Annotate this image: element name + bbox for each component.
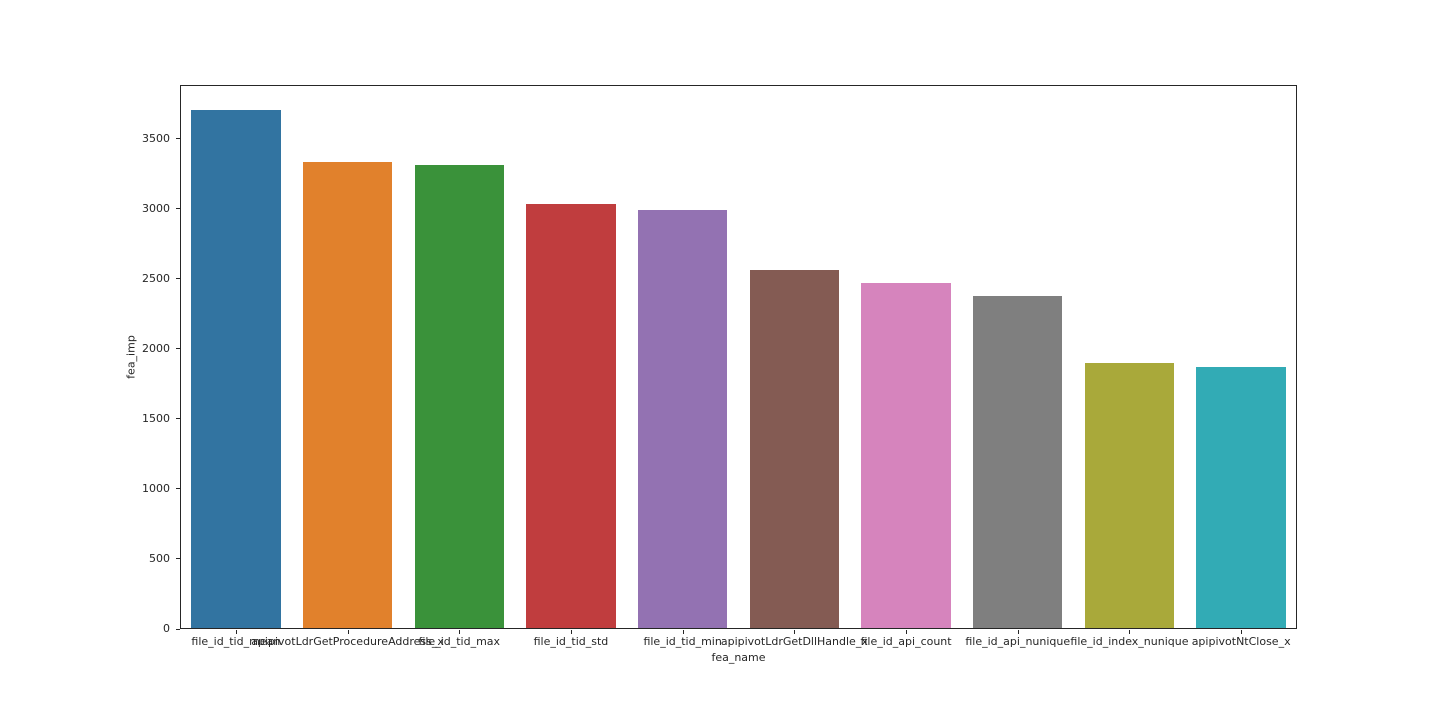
- x-tick-label-file_id_index_nunique: file_id_index_nunique: [1070, 635, 1189, 648]
- bar-apipivotLdrGetDllHandle_x: [749, 269, 840, 628]
- bar-file_id_tid_min: [637, 210, 728, 628]
- x-tick-label-file_id_api_nunique: file_id_api_nunique: [965, 635, 1071, 648]
- y-tick-mark: [176, 278, 180, 280]
- y-tick-mark: [176, 628, 180, 630]
- x-tick-label-file_id_tid_std: file_id_tid_std: [533, 635, 609, 648]
- x-tick-label-file_id_tid_min: file_id_tid_min: [643, 635, 722, 648]
- x-axis-label: fea_name: [711, 651, 766, 664]
- y-tick-label-3000: 3000: [142, 201, 170, 215]
- x-tick-label-apipivotNtClose_x: apipivotNtClose_x: [1191, 635, 1291, 648]
- bar-file_id_tid_max: [414, 165, 504, 628]
- y-tick-label-500: 500: [149, 551, 170, 565]
- y-tick-mark: [176, 488, 180, 490]
- x-tick-label-apipivotLdrGetProcedureAddress_x: apipivotLdrGetProcedureAddress_x: [251, 635, 444, 648]
- x-tick-mark: [1129, 630, 1131, 634]
- bar-apipivotNtClose_x: [1196, 366, 1286, 628]
- x-tick-label-file_id_tid_mean: file_id_tid_mean: [191, 635, 281, 648]
- y-tick-label-1000: 1000: [142, 481, 170, 495]
- x-tick-label-file_id_api_count: file_id_api_count: [860, 635, 952, 648]
- x-tick-mark: [794, 630, 796, 634]
- y-axis-label: fea_imp: [124, 335, 138, 379]
- bar-file_id_index_nunique: [1084, 363, 1175, 628]
- plot-area: [180, 85, 1297, 629]
- x-tick-mark: [906, 630, 908, 634]
- x-tick-mark: [570, 630, 572, 634]
- x-tick-mark: [682, 630, 684, 634]
- y-tick-label-0: 0: [163, 622, 170, 635]
- x-tick-mark: [235, 630, 237, 634]
- y-tick-mark: [176, 138, 180, 140]
- x-tick-mark: [1017, 630, 1019, 634]
- y-tick-mark: [176, 348, 180, 350]
- y-tick-label-2500: 2500: [142, 271, 170, 285]
- bar-apipivotLdrGetProcedureAddress_x: [302, 161, 393, 628]
- y-tick-mark: [176, 208, 180, 210]
- y-tick-label-1500: 1500: [142, 411, 170, 425]
- y-tick-mark: [176, 418, 180, 420]
- x-tick-mark: [347, 630, 349, 634]
- x-tick-mark: [1241, 630, 1243, 634]
- y-tick-mark: [176, 558, 180, 560]
- bar-file_id_tid_std: [526, 204, 616, 628]
- x-tick-label-file_id_tid_max: file_id_tid_max: [418, 635, 501, 648]
- bar-file_id_api_count: [861, 282, 951, 628]
- y-tick-label-3500: 3500: [142, 131, 170, 145]
- x-tick-mark: [459, 630, 461, 634]
- bar-file_id_api_nunique: [973, 296, 1063, 628]
- y-tick-label-2000: 2000: [142, 341, 170, 355]
- x-tick-label-apipivotLdrGetDllHandle_x: apipivotLdrGetDllHandle_x: [720, 635, 868, 648]
- bar-file_id_tid_mean: [191, 109, 281, 628]
